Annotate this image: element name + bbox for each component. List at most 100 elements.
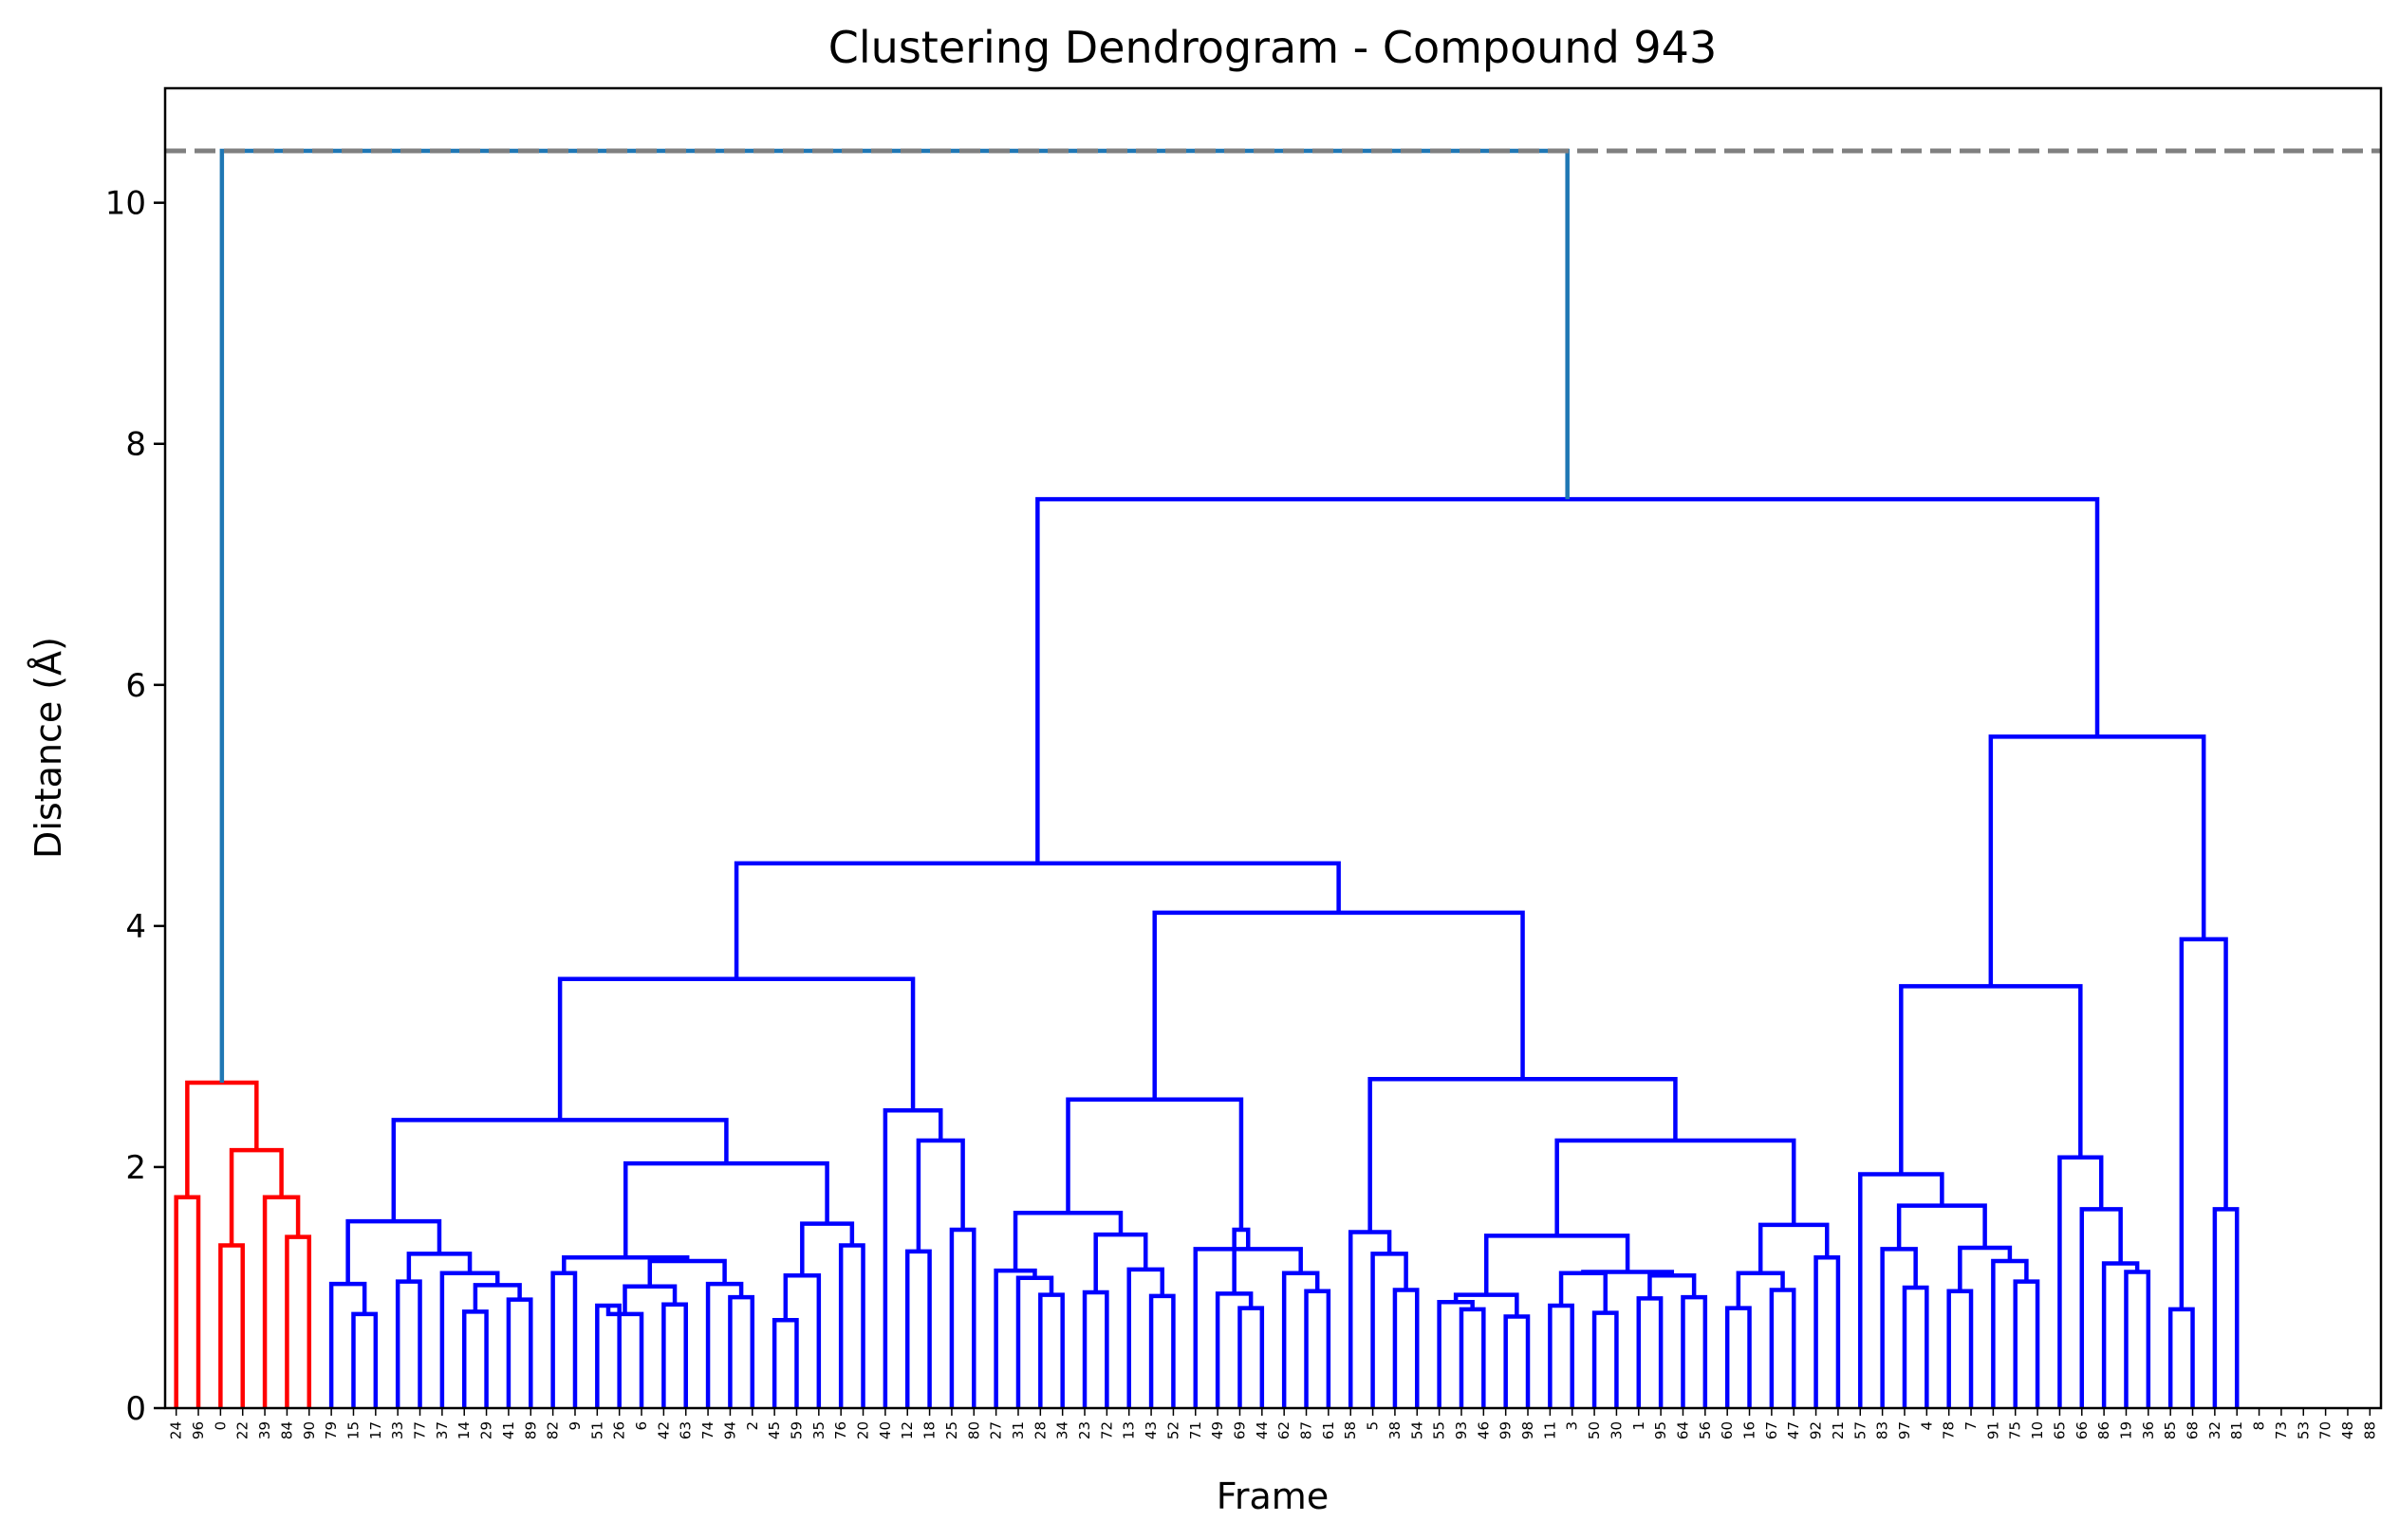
dendrogram-link <box>328 1281 367 1408</box>
leaf-label: 21 <box>1830 1421 1847 1439</box>
dendrogram-link <box>1035 496 2100 863</box>
dendrogram-link <box>2179 937 2228 1309</box>
leaf-label: 3 <box>1564 1421 1581 1431</box>
dendrogram-link <box>734 861 1341 979</box>
leaf-label: 54 <box>1408 1421 1425 1439</box>
dendrogram-link <box>728 1294 755 1408</box>
leaf-label: 94 <box>721 1421 738 1439</box>
leaf-label: 90 <box>301 1421 318 1439</box>
leaf-label: 49 <box>1209 1421 1226 1439</box>
dendrogram-link <box>2013 1279 2040 1408</box>
dendrogram-link <box>1896 1203 1987 1250</box>
dendrogram-link <box>705 1281 744 1408</box>
leaf-label: 38 <box>1386 1421 1404 1439</box>
dendrogram-link <box>1946 1289 1974 1408</box>
dendrogram-link <box>772 1318 799 1408</box>
dendrogram-link <box>262 1195 301 1408</box>
leaf-label: 22 <box>234 1421 251 1439</box>
leaf-label: 28 <box>1032 1421 1049 1439</box>
dendrogram-link <box>185 1080 259 1197</box>
leaf-label: 27 <box>988 1421 1005 1439</box>
dendrogram-link <box>1370 1252 1408 1408</box>
leaf-label: 55 <box>1431 1421 1448 1439</box>
leaf-label: 69 <box>1231 1421 1248 1439</box>
y-tick-label: 6 <box>125 667 146 705</box>
dendrogram-link <box>1437 1299 1475 1408</box>
dendrogram-link <box>1193 1247 1303 1408</box>
leaf-label: 70 <box>2317 1421 2334 1439</box>
leaf-label: 60 <box>1719 1421 1736 1439</box>
dendrogram-link <box>1015 1275 1054 1408</box>
dendrogram-link <box>2124 1270 2151 1408</box>
dendrogram-link <box>2212 1207 2240 1408</box>
leaf-label: 66 <box>2074 1421 2091 1439</box>
dendrogram-link <box>1013 1210 1124 1271</box>
y-tick-label: 8 <box>125 426 146 464</box>
dendrogram-link <box>1988 734 2206 987</box>
dendrogram-links <box>174 148 2240 1408</box>
leaf-label: 99 <box>1497 1421 1515 1439</box>
dendrogram-link <box>218 1243 245 1408</box>
dendrogram-link <box>1548 1303 1574 1408</box>
dendrogram-link <box>623 1284 678 1314</box>
dendrogram-link <box>285 1234 312 1408</box>
leaf-label: 19 <box>2117 1421 2134 1439</box>
leaf-label: 33 <box>389 1421 406 1439</box>
leaf-label: 63 <box>678 1421 695 1439</box>
leaf-label: 52 <box>1164 1421 1181 1439</box>
leaf-label: 37 <box>434 1421 451 1439</box>
leaf-label: 0 <box>212 1421 229 1431</box>
leaf-label: 72 <box>1098 1421 1115 1439</box>
leaf-label: 78 <box>1941 1421 1958 1439</box>
dendrogram-link <box>1082 1290 1109 1408</box>
leaf-label: 65 <box>2051 1421 2068 1439</box>
y-axis-ticks: 0 2 4 6 8 10 <box>105 185 165 1428</box>
dendrogram-link <box>1724 1306 1752 1408</box>
dendrogram-link <box>2167 1307 2195 1408</box>
dendrogram-link <box>1392 1288 1420 1408</box>
leaf-label: 57 <box>1851 1421 1869 1439</box>
dendrogram-link <box>1304 1289 1331 1408</box>
dendrogram-link <box>506 1297 533 1408</box>
leaf-label: 81 <box>2228 1421 2245 1439</box>
leaf-label: 35 <box>810 1421 828 1439</box>
dendrogram-link <box>838 1243 865 1408</box>
leaf-label: 73 <box>2273 1421 2290 1439</box>
leaf-label: 40 <box>877 1421 894 1439</box>
dendrogram-link <box>1647 1273 1697 1299</box>
dendrogram-link <box>1281 1271 1320 1408</box>
leaf-label: 5 <box>1365 1421 1382 1431</box>
y-tick-label: 0 <box>125 1390 146 1428</box>
leaf-label: 67 <box>1763 1421 1780 1439</box>
leaf-label: 68 <box>2185 1421 2202 1439</box>
dendrogram-link <box>1769 1288 1796 1408</box>
leaf-label: 23 <box>1076 1421 1093 1439</box>
leaf-label: 92 <box>1808 1421 1825 1439</box>
leaf-label: 71 <box>1187 1421 1204 1439</box>
dendrogram-link <box>1813 1254 1841 1408</box>
dendrogram-link <box>219 148 1570 1084</box>
x-axis-label: Frame <box>1217 1475 1329 1517</box>
leaf-label: 36 <box>2140 1421 2157 1439</box>
leaf-label: 24 <box>168 1421 185 1439</box>
dendrogram-link <box>1453 1292 1519 1317</box>
dendrogram-link <box>1066 1097 1244 1230</box>
dendrogram-link <box>1232 1227 1251 1294</box>
dendrogram-link <box>1902 1285 1929 1408</box>
dendrogram-link <box>661 1302 688 1408</box>
leaf-label: 96 <box>190 1421 207 1439</box>
leaf-label: 45 <box>766 1421 783 1439</box>
dendrogram-link <box>605 1306 644 1408</box>
leaf-label: 61 <box>1320 1421 1337 1439</box>
leaf-label: 31 <box>1010 1421 1027 1439</box>
leaf-label: 58 <box>1342 1421 1359 1439</box>
leaf-label: 89 <box>522 1421 539 1439</box>
dendrogram-link <box>2101 1261 2140 1408</box>
dendrogram-link <box>1459 1307 1486 1408</box>
leaf-label: 62 <box>1275 1421 1292 1439</box>
leaf-label: 51 <box>588 1421 605 1439</box>
dendrogram-link <box>174 1195 201 1408</box>
leaf-label: 1 <box>1630 1421 1647 1431</box>
dendrogram-link <box>1591 1310 1619 1408</box>
